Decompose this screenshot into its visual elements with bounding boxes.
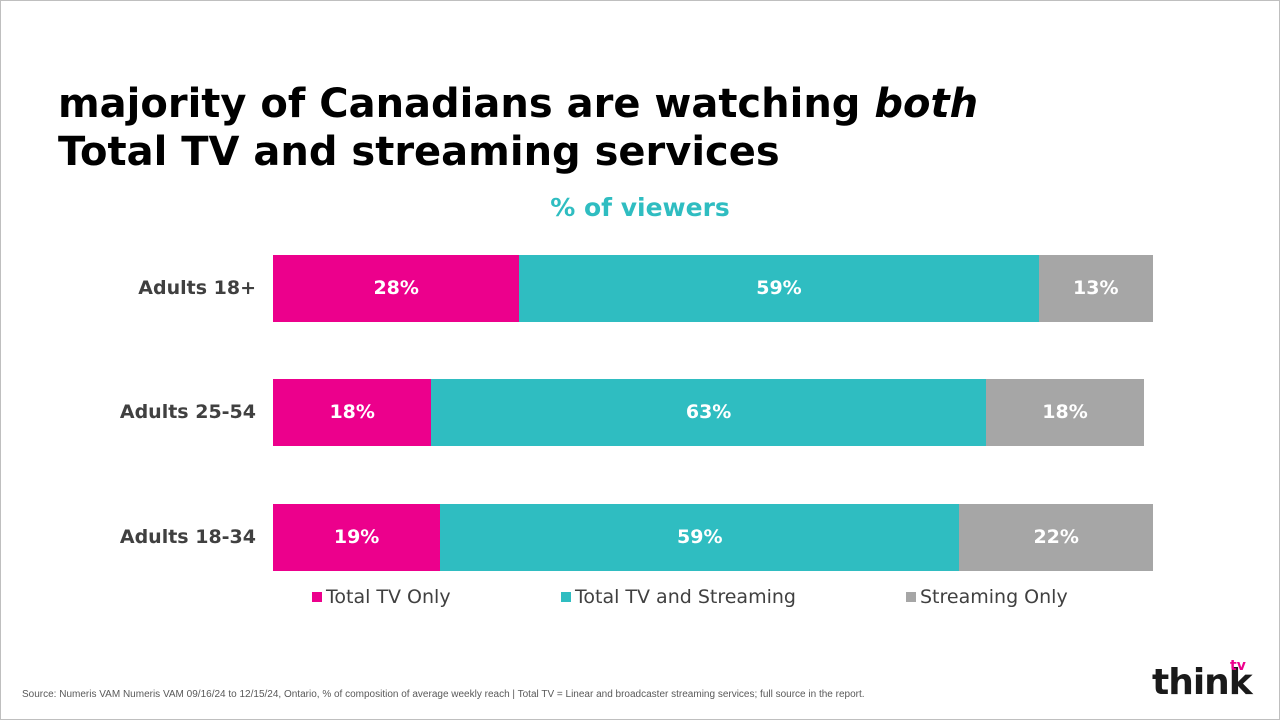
chart-legend: Total TV Only Total TV and Streaming Strea… — [0, 584, 1280, 612]
data-label: 63% — [685, 401, 732, 423]
legend-label: Streaming Only — [920, 586, 1068, 608]
bar-segment — [959, 504, 1153, 571]
data-label: 13% — [1073, 277, 1119, 299]
title-line-1-prefix: majority of Canadians are watching — [58, 81, 875, 127]
category-label: Adults 18+ — [138, 277, 256, 299]
category-label: Adults 18-34 — [119, 526, 256, 548]
bar-segment — [273, 255, 520, 322]
data-label: 18% — [329, 401, 375, 423]
bar-segment — [440, 504, 960, 571]
bar-segment — [273, 379, 432, 446]
legend-swatch — [312, 592, 322, 602]
data-label: 19% — [333, 526, 380, 548]
source-note: Source: Numeris VAM Numeris VAM 09/16/24… — [22, 689, 865, 700]
data-label: 59% — [756, 277, 802, 299]
logo-superscript: tv — [1230, 658, 1246, 674]
bar-segment — [273, 504, 441, 571]
logo-wordmark: think — [1152, 662, 1253, 703]
bar-segment — [1038, 255, 1153, 322]
data-label: 59% — [677, 526, 723, 548]
legend-label: Total TV and Streaming — [575, 586, 796, 608]
bar-segment — [519, 255, 1039, 322]
legend-label: Total TV Only — [326, 586, 451, 608]
title-line-2: Total TV and streaming services — [58, 129, 780, 175]
chart-title: % of viewers — [550, 193, 730, 222]
title-line-1-emphasis: both — [874, 81, 979, 127]
legend-swatch — [906, 592, 916, 602]
bar-segment — [985, 379, 1145, 446]
data-label: 18% — [1042, 401, 1088, 423]
title-line-1: majority of Canadians are watching both — [58, 80, 1158, 128]
slide-title: majority of Canadians are watching both … — [58, 80, 1158, 176]
data-label: 28% — [373, 277, 419, 299]
bar-segment — [431, 379, 986, 446]
category-label: Adults 25-54 — [119, 401, 256, 423]
thinktv-logo: think tv — [1152, 658, 1253, 708]
data-label: 22% — [1033, 526, 1079, 548]
legend-swatch — [561, 592, 571, 602]
